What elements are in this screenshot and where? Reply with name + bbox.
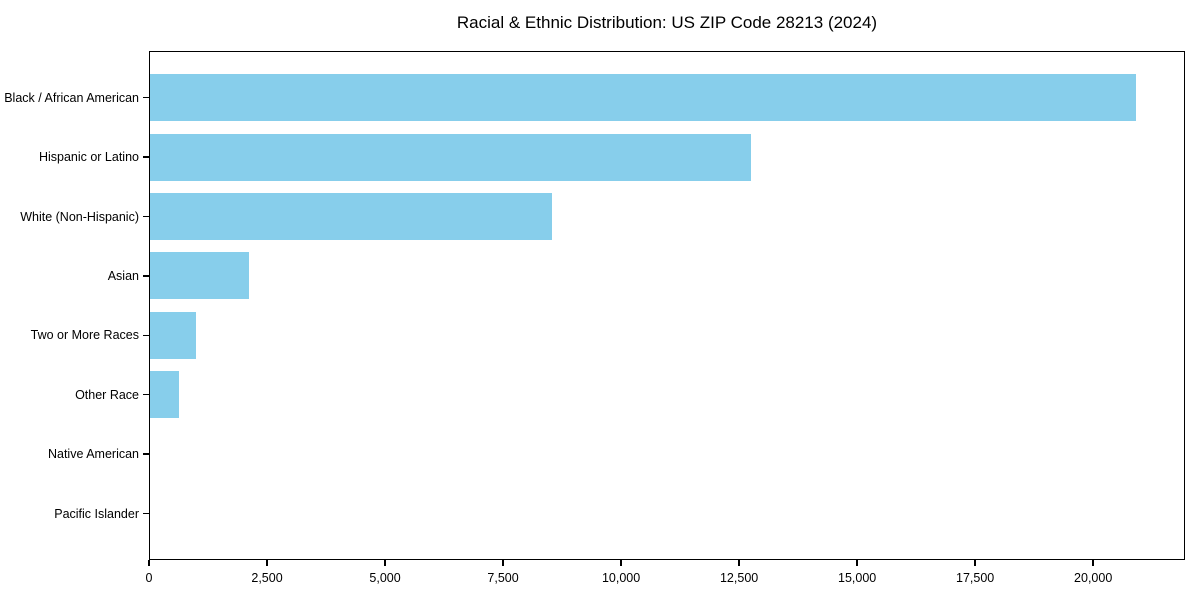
y-tick-label: Asian — [107, 268, 139, 283]
y-tick-mark — [143, 334, 149, 337]
x-tick-label: 7,500 — [487, 571, 519, 585]
x-tick-mark — [738, 560, 740, 566]
y-tick-label: Other Race — [75, 387, 139, 402]
chart-title: Racial & Ethnic Distribution: US ZIP Cod… — [456, 13, 878, 32]
y-tick-mark — [143, 393, 149, 396]
y-tick-label: Hispanic or Latino — [38, 150, 139, 165]
x-tick-mark — [974, 560, 976, 566]
y-tick-label: White (Non-Hispanic) — [20, 209, 139, 224]
y-tick-mark — [143, 96, 149, 99]
x-tick-label: 17,500 — [956, 571, 995, 585]
x-tick-mark — [384, 560, 386, 566]
y-tick-label: Black / African American — [4, 90, 139, 105]
y-tick-mark — [143, 453, 149, 455]
bar — [149, 193, 552, 240]
y-tick-mark — [143, 156, 149, 158]
x-tick-label: 5,000 — [369, 571, 401, 585]
x-tick-mark — [266, 560, 268, 566]
x-tick-label: 20,000 — [1074, 571, 1113, 585]
y-tick-mark — [143, 275, 149, 277]
y-tick-label: Pacific Islander — [54, 506, 139, 521]
x-tick-label: 15,000 — [838, 571, 877, 585]
x-tick-label: 12,500 — [719, 571, 759, 585]
bar — [149, 252, 250, 300]
x-tick-label: 10,000 — [601, 571, 641, 585]
x-tick-mark — [148, 560, 150, 566]
y-tick-mark — [143, 512, 149, 515]
y-tick-label: Two or More Races — [30, 328, 139, 343]
x-tick-label: 2,500 — [251, 571, 283, 585]
bar — [149, 371, 180, 419]
bar — [149, 74, 1136, 122]
plot-area — [149, 51, 1185, 560]
bar — [149, 133, 751, 181]
x-tick-mark — [620, 560, 622, 566]
bar — [149, 311, 197, 359]
x-tick-mark — [502, 560, 504, 566]
x-tick-mark — [856, 560, 858, 566]
x-tick-mark — [1092, 560, 1094, 566]
y-tick-mark — [143, 215, 149, 218]
y-tick-label: Native American — [47, 447, 139, 462]
x-tick-label: 0 — [145, 571, 153, 585]
